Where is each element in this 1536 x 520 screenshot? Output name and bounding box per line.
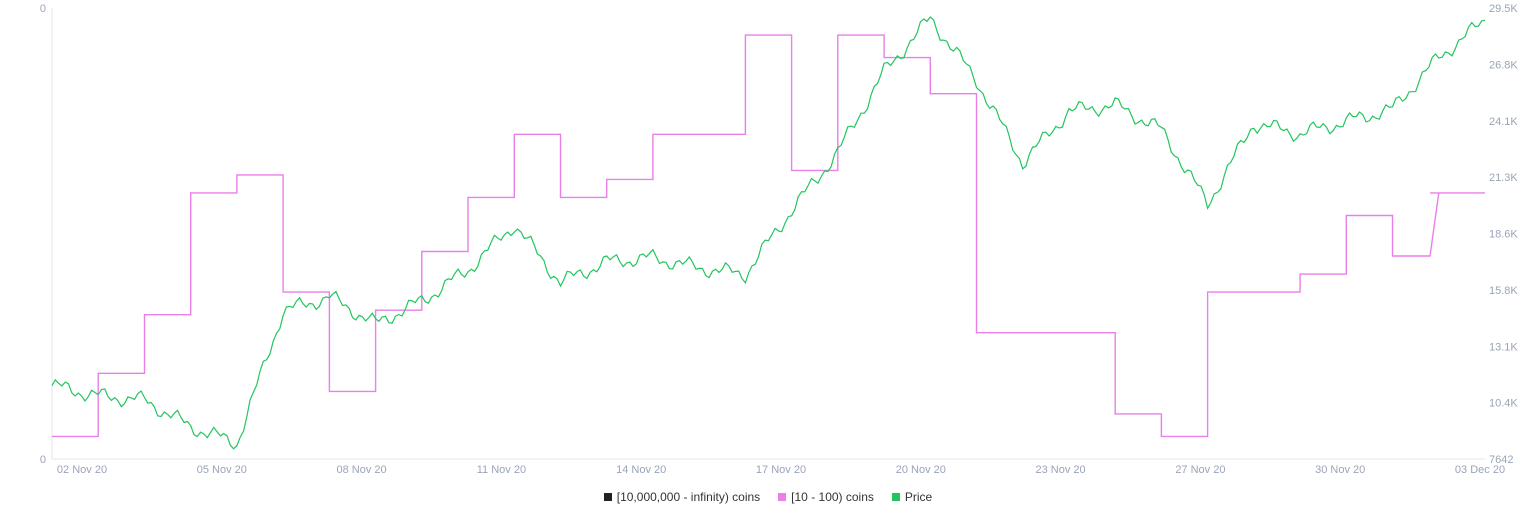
- x-tick-label: 05 Nov 20: [197, 464, 247, 476]
- x-tick-label: 11 Nov 20: [477, 464, 526, 476]
- left-tick-label: 0: [40, 454, 46, 466]
- x-tick-label: 17 Nov 20: [756, 464, 806, 476]
- legend-item[interactable]: [10 - 100) coins: [778, 490, 874, 504]
- left-axis-ticks: 00: [40, 3, 46, 466]
- right-tick-label: 21.3K: [1489, 172, 1518, 184]
- right-tick-label: 10.4K: [1489, 398, 1518, 410]
- legend-swatch-icon: [778, 493, 787, 501]
- x-tick-label: 27 Nov 20: [1175, 464, 1225, 476]
- right-tick-label: 15.8K: [1489, 285, 1518, 297]
- chart-axes: [51, 8, 1485, 460]
- x-axis-ticks: 02 Nov 20 05 Nov 20 08 Nov 20 11 Nov 20 14 N…: [57, 464, 1505, 476]
- legend-label: [10 - 100) coins: [791, 490, 874, 504]
- x-tick-label: 14 Nov 20: [616, 464, 666, 476]
- legend-swatch-icon: [603, 493, 612, 501]
- right-tick-label: 18.6K: [1489, 229, 1518, 241]
- legend-swatch-icon: [891, 493, 900, 501]
- price-holdings-chart: 00 29.5K26.8K24.1K21.3K18.6K15.8K13.1K10…: [40, 3, 1519, 476]
- chart-series: [51, 16, 1486, 450]
- price-series-line: [51, 16, 1486, 450]
- x-tick-label: 23 Nov 20: [1036, 464, 1086, 476]
- x-tick-label: 02 Nov 20: [57, 464, 107, 476]
- x-tick-label: 03 Dec 20: [1455, 464, 1505, 476]
- legend-item[interactable]: [10,000,000 - infinity) coins: [603, 490, 761, 504]
- right-tick-label: 24.1K: [1489, 116, 1518, 128]
- x-tick-label: 08 Nov 20: [337, 464, 387, 476]
- legend-label: Price: [904, 490, 933, 504]
- right-tick-label: 7642: [1489, 454, 1513, 466]
- right-tick-label: 29.5K: [1489, 3, 1518, 15]
- right-axis-ticks: 29.5K 26.8K 24.1K 21.3K 18.6K 15.8K 13.1K 10.4K…: [1489, 3, 1518, 466]
- legend-item[interactable]: Price: [891, 490, 933, 504]
- right-tick-label: 26.8K: [1489, 59, 1518, 71]
- legend-label: [10,000,000 - infinity) coins: [616, 490, 761, 504]
- left-tick-label: 0: [40, 3, 46, 15]
- right-tick-label: 13.1K: [1489, 341, 1518, 353]
- x-tick-label: 20 Nov 20: [896, 464, 946, 476]
- chart-legend: [10,000,000 - infinity) coins [10 - 100) …: [0, 490, 1536, 504]
- x-tick-label: 30 Nov 20: [1315, 464, 1365, 476]
- holdings-series-line: [52, 34, 1485, 438]
